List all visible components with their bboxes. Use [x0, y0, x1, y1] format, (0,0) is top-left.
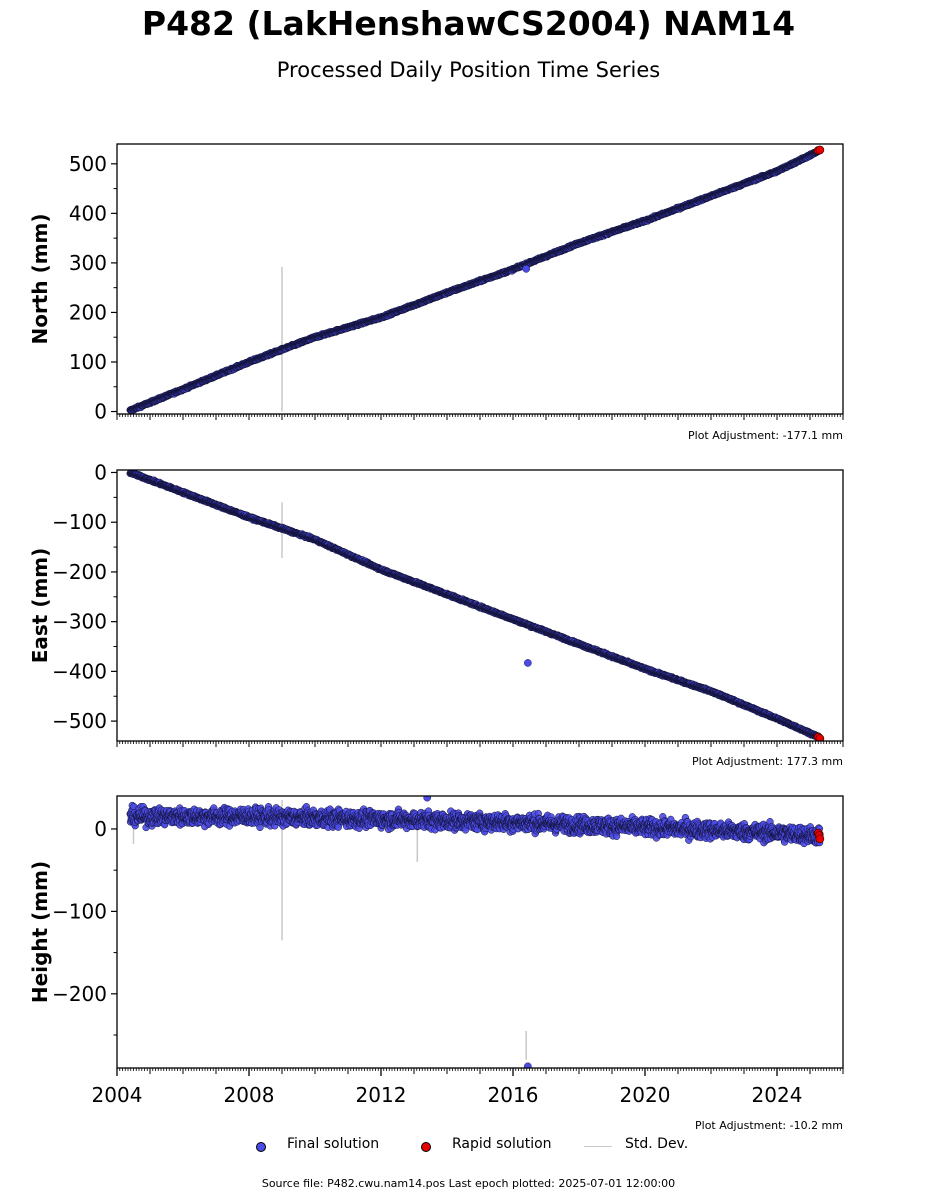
- north-outlier-point: [522, 264, 531, 273]
- north-ytick-label: 0: [94, 400, 107, 424]
- chart-subtitle: Processed Daily Position Time Series: [276, 58, 661, 82]
- north-ytick-label: 300: [69, 251, 107, 275]
- north-ytick-label: 400: [69, 201, 107, 225]
- chart-title: P482 (LakHenshawCS2004) NAM14: [141, 4, 796, 43]
- north-data: [126, 145, 825, 414]
- north-final-points: [126, 146, 824, 414]
- east-final-points: [126, 470, 824, 741]
- east-data: [126, 470, 825, 741]
- north-ytick-label: 100: [69, 350, 107, 374]
- north-panel: 0 100 200 300 400 500 North (mm): [28, 143, 844, 424]
- north-ytick-label: 200: [69, 300, 107, 324]
- north-rapid-point: [815, 145, 825, 155]
- north-ytick-label: 500: [69, 152, 107, 176]
- north-ylabel: North (mm): [28, 213, 52, 344]
